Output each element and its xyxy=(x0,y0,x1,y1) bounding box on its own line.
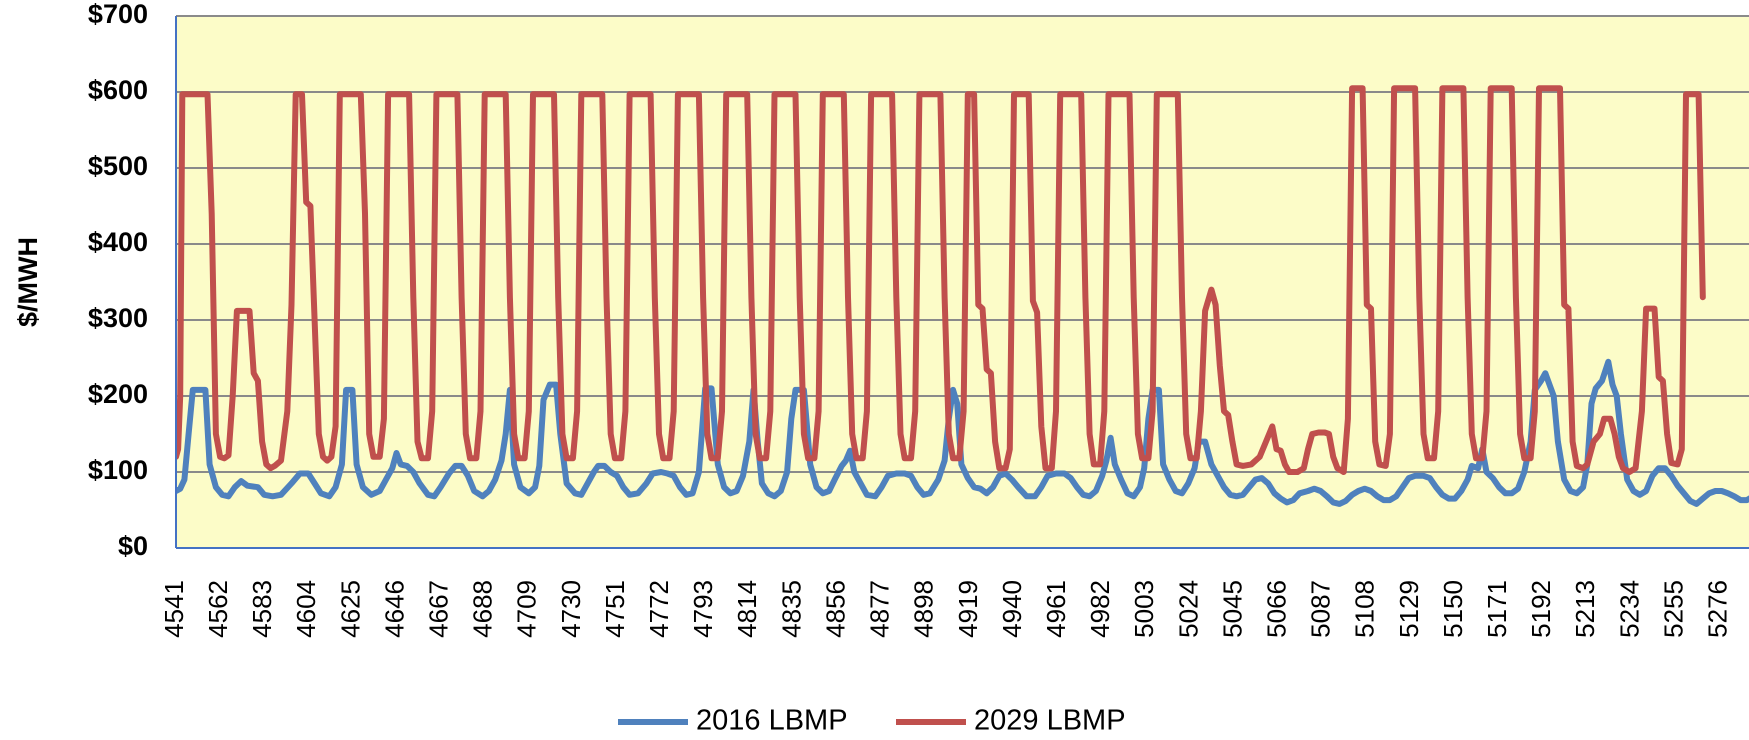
x-tick-label: 4562 xyxy=(203,580,233,638)
y-tick-label: $200 xyxy=(88,379,148,409)
y-tick-label: $700 xyxy=(88,0,148,29)
x-tick-label: 4961 xyxy=(1041,580,1071,638)
x-tick-label: 5213 xyxy=(1570,580,1600,638)
x-tick-label: 5024 xyxy=(1173,580,1203,638)
x-tick-labels: 4541 4562 4583 4604 4625 4646 4667 4688 4709 4730… xyxy=(159,580,1733,638)
x-tick-label: 4772 xyxy=(644,580,674,638)
series-line-1 xyxy=(176,358,1749,507)
x-tick-label: 4793 xyxy=(688,580,718,638)
y-tick-labels: $0 $100 $200 $300 $400 $500 $600 $700 xyxy=(88,0,148,561)
x-tick-label: 5087 xyxy=(1306,580,1336,638)
x-tick-label: 4856 xyxy=(820,580,850,638)
x-tick-label: 4667 xyxy=(423,580,453,638)
x-tick-label: 4583 xyxy=(247,580,277,638)
x-tick-label: 4877 xyxy=(864,580,894,638)
y-tick-label: $0 xyxy=(118,531,148,561)
x-tick-label: 4898 xyxy=(909,580,939,638)
x-tick-label: 4919 xyxy=(953,580,983,638)
x-tick-label: 5003 xyxy=(1129,580,1159,638)
x-tick-label: 5234 xyxy=(1614,580,1644,638)
x-tick-label: 5255 xyxy=(1658,580,1688,638)
legend-label-2: 2029 LBMP xyxy=(974,705,1126,737)
series-line-2 xyxy=(176,85,1706,475)
legend-label-1: 2016 LBMP xyxy=(696,705,848,737)
x-tick-label: 4688 xyxy=(468,580,498,638)
x-tick-label: 4709 xyxy=(512,580,542,638)
y-tick-label: $500 xyxy=(88,151,148,181)
x-tick-label: 4730 xyxy=(556,580,586,638)
x-tick-label: 4604 xyxy=(291,580,321,638)
x-tick-label: 5129 xyxy=(1394,580,1424,638)
y-tick-label: $300 xyxy=(88,303,148,333)
x-tick-label: 4751 xyxy=(600,580,630,638)
legend: 2016 LBMP 2029 LBMP xyxy=(618,705,1126,737)
y-tick-label: $400 xyxy=(88,227,148,257)
x-tick-label: 5045 xyxy=(1217,580,1247,638)
y-axis-label: $/MWH xyxy=(13,237,43,327)
x-tick-label: 5171 xyxy=(1482,580,1512,638)
x-tick-label: 4940 xyxy=(997,580,1027,638)
y-tick-label: $600 xyxy=(88,75,148,105)
x-tick-label: 4541 xyxy=(159,580,189,638)
x-tick-label: 4814 xyxy=(732,580,762,638)
x-tick-label: 5192 xyxy=(1526,580,1556,638)
x-tick-label: 4982 xyxy=(1085,580,1115,638)
x-tick-label: 5108 xyxy=(1350,580,1380,638)
y-tick-label: $100 xyxy=(88,455,148,485)
series-lines xyxy=(176,85,1749,507)
x-tick-label: 5066 xyxy=(1261,580,1291,638)
x-tick-label: 4646 xyxy=(379,580,409,638)
x-tick-label: 5276 xyxy=(1702,580,1732,638)
x-tick-label: 4625 xyxy=(335,580,365,638)
x-tick-label: 5150 xyxy=(1438,580,1468,638)
x-tick-label: 4835 xyxy=(776,580,806,638)
